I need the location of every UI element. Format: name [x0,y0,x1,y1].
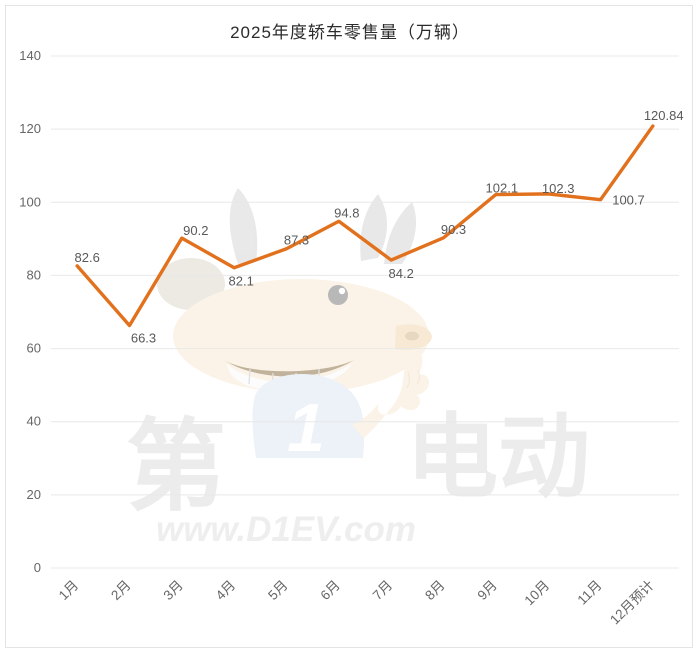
svg-text:84.2: 84.2 [389,266,414,281]
svg-text:1月: 1月 [56,578,81,603]
svg-text:94.8: 94.8 [334,205,359,220]
svg-text:3月: 3月 [160,578,185,603]
svg-text:120.84: 120.84 [644,108,684,123]
svg-text:90.2: 90.2 [183,223,208,238]
svg-text:5月: 5月 [265,578,290,603]
svg-text:120: 120 [19,121,41,136]
svg-text:87.3: 87.3 [284,233,309,248]
svg-text:100.7: 100.7 [612,193,645,208]
svg-text:102.1: 102.1 [486,181,519,196]
svg-text:82.1: 82.1 [229,274,254,289]
svg-text:9月: 9月 [474,578,499,603]
svg-text:6月: 6月 [317,578,342,603]
svg-text:102.3: 102.3 [542,181,575,196]
svg-text:20: 20 [27,487,41,502]
svg-text:82.6: 82.6 [75,250,100,265]
svg-text:140: 140 [19,48,41,63]
svg-text:40: 40 [27,414,41,429]
svg-text:2月: 2月 [108,578,133,603]
svg-text:90.3: 90.3 [441,222,466,237]
svg-text:8月: 8月 [422,578,447,603]
svg-text:12月预计: 12月预计 [607,578,657,628]
svg-text:11月: 11月 [575,578,605,608]
svg-text:60: 60 [27,341,41,356]
svg-text:7月: 7月 [370,578,395,603]
svg-text:10月: 10月 [522,578,553,609]
svg-text:4月: 4月 [213,578,238,603]
svg-text:66.3: 66.3 [131,331,156,346]
svg-text:100: 100 [19,194,41,209]
svg-text:0: 0 [34,560,41,575]
svg-text:80: 80 [27,267,41,282]
